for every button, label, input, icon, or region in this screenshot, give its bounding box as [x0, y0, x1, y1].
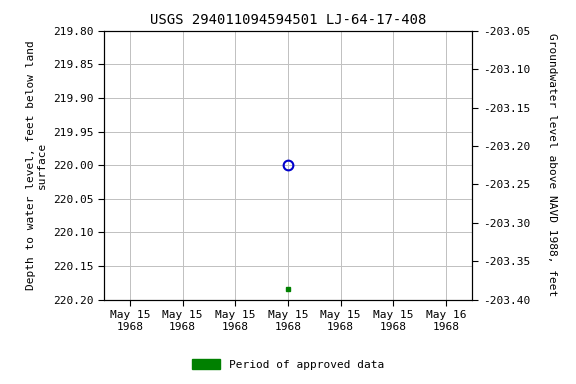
Title: USGS 294011094594501 LJ-64-17-408: USGS 294011094594501 LJ-64-17-408	[150, 13, 426, 27]
Legend: Period of approved data: Period of approved data	[188, 355, 388, 375]
Y-axis label: Depth to water level, feet below land
surface: Depth to water level, feet below land su…	[25, 40, 47, 290]
Y-axis label: Groundwater level above NAVD 1988, feet: Groundwater level above NAVD 1988, feet	[547, 33, 556, 297]
